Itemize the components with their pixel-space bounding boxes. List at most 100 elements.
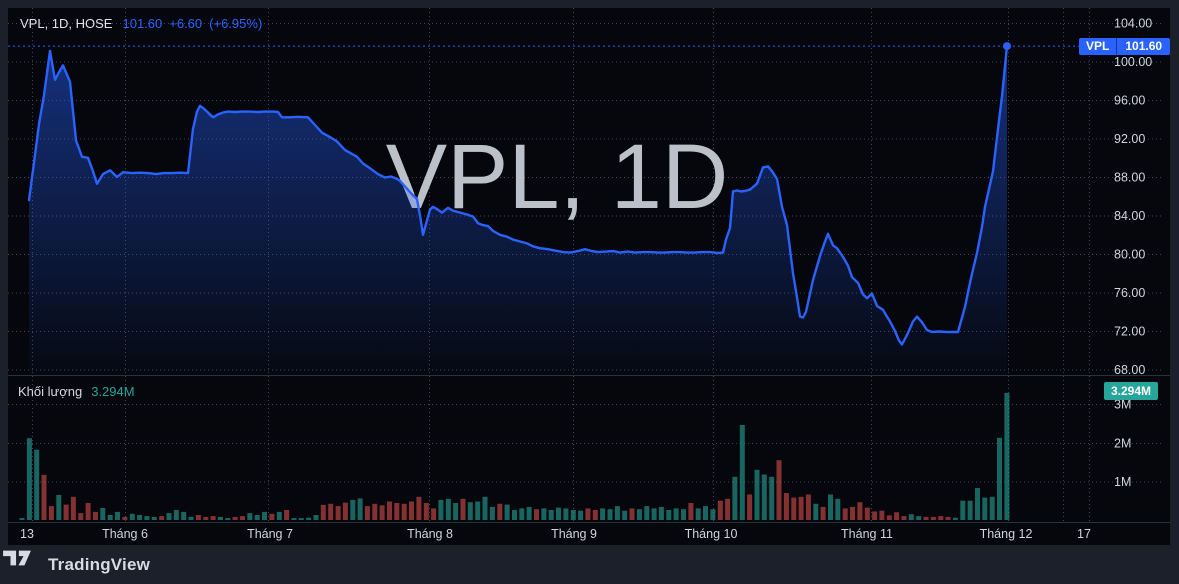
symbol-title[interactable]: VPL, 1D, HOSE [20,16,113,31]
volume-bar [115,511,120,520]
volume-bar [438,499,444,520]
volume-bar [56,494,62,520]
volume-bar [975,488,980,520]
volume-bar [387,501,392,520]
volume-bar [952,517,958,520]
volume-bar [556,507,561,520]
axes[interactable]: 104.00 100.00 96.00 92.00 88.00 84.00 80.00 76.… [8,17,1170,542]
volume-bar [181,511,187,520]
volume-bar [247,513,253,520]
time-tick-label: Tháng 9 [551,527,597,541]
volume-bar [651,508,657,520]
volume-bar [658,506,664,520]
volume-bar [842,508,848,520]
volume-bar [644,506,650,520]
volume-bar [666,510,672,520]
volume-bar [673,508,679,520]
volume-bar [195,515,201,520]
volume-bar [48,506,54,520]
volume-bar [409,501,414,520]
volume-bar [85,503,91,520]
price-tick-label: 72.00 [1114,325,1145,339]
volume-bar [26,438,32,520]
volume-bar [19,518,25,520]
volume-bar [379,505,385,520]
volume-bar [416,496,422,520]
volume-bar [857,502,863,520]
volume-bar [93,511,98,520]
volume-bar [401,503,407,520]
price-tick-label: 76.00 [1114,286,1145,300]
volume-bar [166,513,172,520]
legend-change-percent: (+6.95%) [209,16,263,31]
volume-bar [151,516,157,520]
price-tick-label: 80.00 [1114,248,1145,262]
volume-bar [747,494,753,520]
volume-bar [63,504,69,520]
volume-bar [254,515,260,520]
time-tick-label: Tháng 10 [685,527,738,541]
time-tick-label: 13 [20,527,34,541]
volume-tick-label: 1M [1114,475,1131,489]
volume-bar [41,474,47,520]
volume-bar [328,503,334,520]
chart-canvas[interactable]: VPL, 1D 104.00100.0096.0092.0088.0084.00… [0,0,1179,545]
volume-bar [791,497,797,520]
volume-bar [725,498,731,520]
volume-bar [695,508,701,520]
volume-bar [908,514,914,520]
volume-bar [372,503,378,520]
volume-bar [548,510,554,520]
volume-bar [460,498,466,520]
volume-bar [769,476,775,520]
volume-bar [357,498,363,520]
volume-bar [754,469,760,520]
volume-bar [232,516,238,520]
volume-bar [805,494,811,520]
price-tick-label: 92.00 [1114,132,1145,146]
volume-bar [203,516,209,520]
volume-bar [578,510,584,520]
volume-legend[interactable]: Khối lượng 3.294M [18,384,135,399]
volume-bar [137,515,143,520]
volume-tick-label: 3M [1114,398,1131,412]
time-tick-label: 17 [1077,527,1091,541]
price-and-volume-series [8,42,1163,520]
volume-bar [122,516,128,520]
last-price-marker [1003,42,1011,51]
price-tick-label: 96.00 [1114,94,1145,108]
volume-label: Khối lượng [18,384,83,399]
volume-bar [431,508,437,520]
volume-bar [688,503,694,520]
volume-bar [306,517,312,520]
volume-bar [614,506,620,520]
volume-bar [107,515,113,520]
volume-bar [262,511,267,520]
volume-bar [798,496,804,520]
last-price-badge-value: 101.60 [1125,39,1163,53]
volume-bar [129,513,135,520]
tradingview-brand-text[interactable]: TradingView [48,554,151,574]
volume-bar [269,513,275,520]
volume-bar [739,425,745,520]
footer-bar: TradingView [0,545,1179,584]
price-tick-label: 88.00 [1114,171,1145,185]
volume-bar [394,503,400,520]
volume-bar [710,509,716,520]
volume-bar [1004,392,1010,520]
volume-bar [732,476,738,520]
volume-bar [313,515,319,520]
volume-bar [534,509,539,520]
volume-bar [298,518,304,520]
volume-bar [512,510,517,520]
volume-bar [276,511,282,520]
last-price-badge: VPL 101.60 [1079,38,1171,55]
price-area-fill [29,46,1007,375]
volume-bar [982,497,988,520]
time-tick-label: Tháng 6 [102,527,148,541]
volume-bar [291,518,297,520]
volume-bar [335,506,341,520]
symbol-legend[interactable]: VPL, 1D, HOSE 101.60 +6.60 (+6.95%) [20,16,262,31]
time-tick-label: Tháng 7 [247,527,293,541]
volume-bar [284,510,290,520]
